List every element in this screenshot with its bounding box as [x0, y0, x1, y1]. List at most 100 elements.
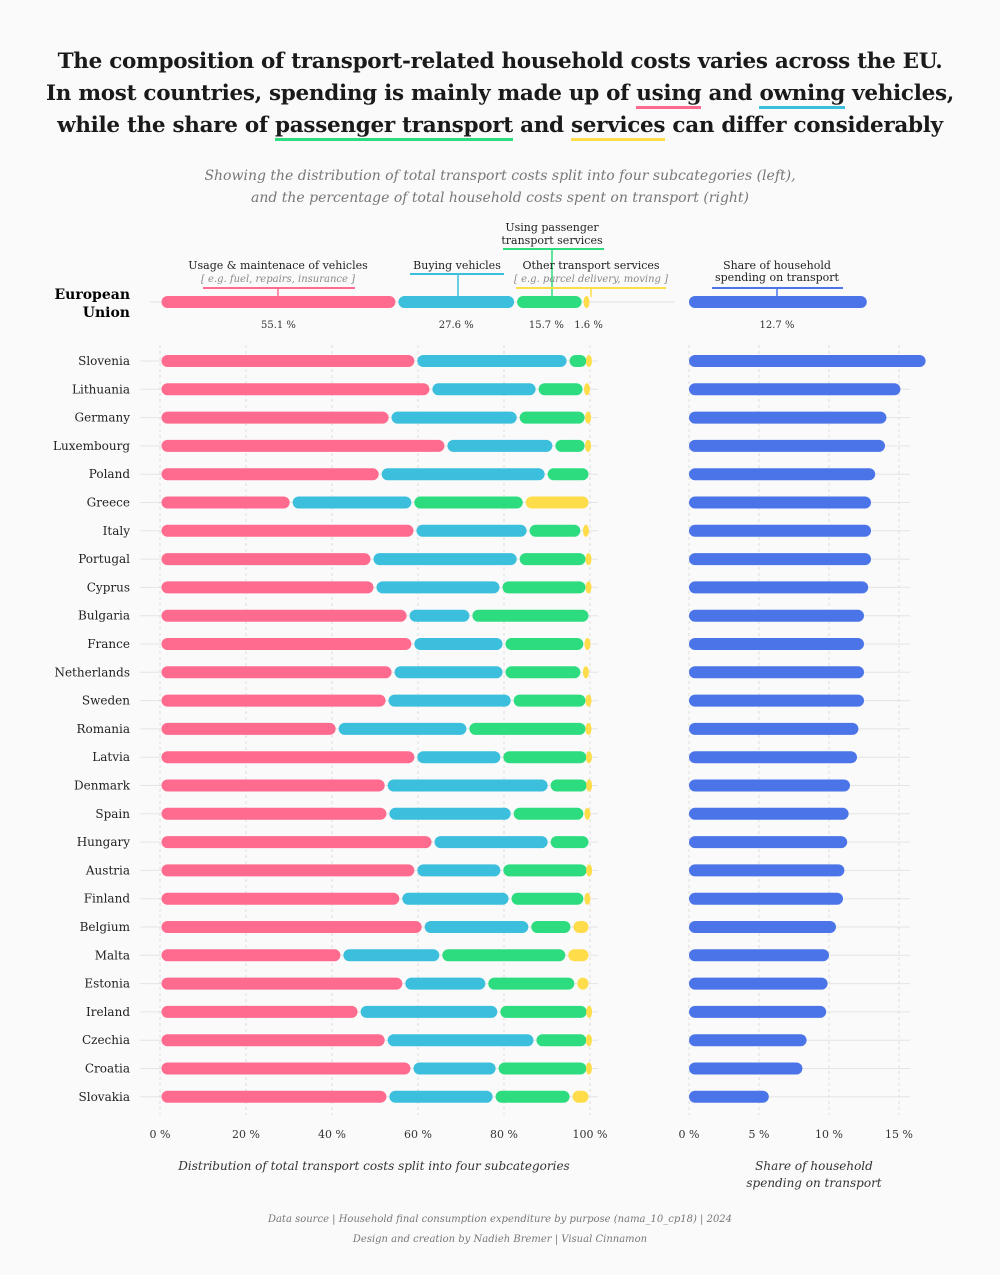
title-text: and — [701, 81, 760, 106]
eu-label-1: European — [54, 287, 130, 303]
legend-usage-label: Usage & maintenace of vehicles — [188, 259, 368, 272]
country-bar-segment-3 — [585, 722, 592, 735]
country-bar-segment-1 — [417, 751, 501, 764]
country-row: Germany — [75, 411, 910, 425]
left-axis-title: Distribution of total transport costs sp… — [177, 1159, 569, 1173]
country-bar-segment-3 — [585, 694, 592, 707]
country-row: Malta — [95, 948, 910, 962]
share-bar — [689, 949, 829, 962]
right-axis-title-line-1: Share of household — [755, 1159, 873, 1173]
country-bar-segment-3 — [584, 638, 591, 650]
country-bar-segment-1 — [338, 722, 467, 735]
eu-bar-segment-1 — [398, 296, 515, 308]
country-bar-segment-0 — [161, 977, 403, 990]
country-label: Slovakia — [79, 1090, 130, 1104]
country-bar-segment-3 — [585, 751, 592, 764]
country-label: Belgium — [80, 920, 131, 934]
share-bar — [689, 864, 845, 877]
left-x-tick-label: 80 % — [490, 1128, 518, 1141]
left-x-tick-label: 60 % — [404, 1128, 432, 1141]
legend-other-label: Other transport services — [522, 259, 659, 272]
country-label: Cyprus — [87, 580, 130, 594]
footer-source: Data source | Household final consumptio… — [267, 1214, 732, 1225]
country-bar-segment-0 — [161, 751, 415, 764]
country-row: Slovenia — [78, 354, 926, 368]
country-bar-segment-1 — [387, 779, 548, 792]
country-bar-segment-0 — [161, 1005, 358, 1018]
eu-value-label: 55.1 % — [261, 320, 296, 331]
share-bar — [689, 355, 926, 367]
country-bar-segment-0 — [161, 383, 430, 396]
country-row: Cyprus — [87, 580, 910, 594]
country-row: Finland — [84, 892, 910, 906]
country-bar-segment-1 — [389, 807, 511, 820]
country-bar-segment-3 — [585, 581, 592, 594]
country-label: Spain — [95, 807, 130, 821]
country-bar-segment-2 — [531, 921, 571, 933]
legend-share-label-2: spending on transport — [715, 271, 840, 284]
country-bar-segment-2 — [555, 439, 585, 452]
country-label: Sweden — [82, 694, 130, 708]
country-bar-segment-3 — [582, 666, 589, 679]
title-text: In most countries, spending is mainly ma… — [46, 81, 637, 106]
country-bar-segment-0 — [161, 411, 389, 424]
share-bar — [689, 1005, 827, 1018]
country-bar-segment-1 — [391, 411, 517, 424]
country-row: Poland — [89, 467, 910, 481]
country-row: Greece — [87, 496, 910, 510]
country-row: Slovakia — [79, 1090, 910, 1104]
country-label: Netherlands — [54, 665, 130, 679]
share-bar — [689, 751, 857, 764]
share-bar — [689, 892, 843, 905]
share-bar — [689, 383, 901, 396]
country-bar-segment-0 — [161, 779, 385, 792]
right-x-tick-label: 10 % — [815, 1128, 843, 1141]
country-row: Latvia — [92, 750, 910, 764]
country-bar-segment-1 — [394, 666, 503, 679]
right-x-tick-label: 0 % — [679, 1128, 700, 1141]
country-bar-segment-1 — [409, 609, 470, 622]
country-bar-segment-3 — [583, 383, 590, 396]
country-bar-segment-1 — [360, 1005, 498, 1018]
eu-label-2: Union — [83, 305, 130, 321]
country-bar-segment-0 — [161, 666, 392, 679]
country-bar-segment-0 — [161, 892, 400, 905]
left-x-tick-label: 100 % — [573, 1128, 608, 1141]
country-label: Portugal — [78, 552, 130, 566]
title-text: and — [512, 113, 571, 138]
country-label: Romania — [76, 722, 130, 736]
share-bar — [689, 439, 885, 452]
country-bar-segment-3 — [585, 1062, 592, 1075]
country-bar-segment-2 — [503, 751, 587, 764]
country-bar-segment-3 — [572, 1090, 589, 1103]
country-bar-segment-0 — [161, 524, 414, 537]
legend-other-example: [ e.g. parcel delivery, moving ] — [514, 274, 668, 285]
eu-share-label: 12.7 % — [760, 320, 795, 331]
country-bar-segment-2 — [529, 524, 581, 537]
country-row: Spain — [95, 807, 910, 821]
share-bar — [689, 694, 864, 707]
country-bar-segment-0 — [161, 468, 379, 481]
country-bar-segment-0 — [161, 949, 341, 962]
country-bar-segment-0 — [161, 694, 386, 707]
country-bar-segment-0 — [161, 609, 407, 622]
footer-credit: Design and creation by Nadieh Bremer | V… — [352, 1234, 647, 1245]
right-x-tick-label: 5 % — [749, 1128, 770, 1141]
country-bar-segment-2 — [442, 949, 566, 962]
country-bar-segment-0 — [161, 1090, 387, 1103]
country-bar-segment-2 — [538, 383, 583, 396]
country-row: Lithuania — [72, 382, 910, 396]
country-label: Latvia — [92, 750, 130, 764]
chart-title: The composition of transport-related hou… — [0, 46, 1000, 142]
country-bar-segment-3 — [573, 921, 589, 933]
country-bar-segment-2 — [503, 864, 587, 877]
country-bar-segment-2 — [569, 355, 587, 367]
chart-subtitle: Showing the distribution of total transp… — [0, 165, 1000, 209]
country-bar-segment-2 — [547, 468, 589, 481]
country-label: Estonia — [84, 977, 130, 991]
country-label: Ireland — [86, 1005, 130, 1019]
country-bar-segment-3 — [577, 977, 589, 990]
title-highlight: services — [570, 113, 666, 141]
